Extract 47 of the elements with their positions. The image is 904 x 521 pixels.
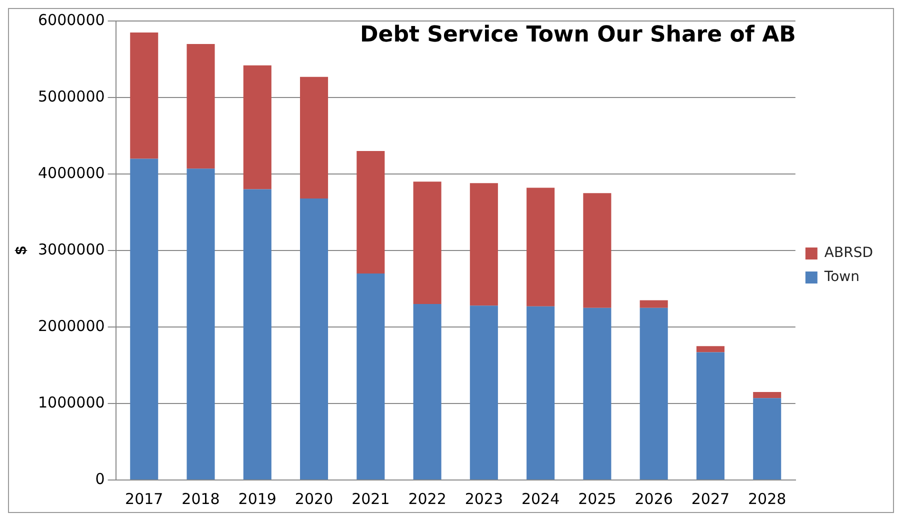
y-tick-label: 5000000 xyxy=(38,87,105,106)
x-tick-label: 2019 xyxy=(238,490,276,508)
x-tick-label: 2026 xyxy=(634,490,673,508)
x-tick-label: 2022 xyxy=(408,490,446,508)
bar xyxy=(753,392,782,398)
bar xyxy=(130,158,158,480)
x-tick-label: 2017 xyxy=(125,490,164,508)
bar xyxy=(696,352,724,480)
x-tick-label: 2025 xyxy=(578,490,616,508)
bar xyxy=(300,76,328,198)
bar xyxy=(640,300,668,308)
bar xyxy=(753,398,782,480)
bar xyxy=(470,183,498,306)
bar xyxy=(243,65,272,190)
bar xyxy=(356,273,385,480)
x-tick-label: 2020 xyxy=(294,490,334,508)
bar xyxy=(583,193,612,308)
bar xyxy=(300,198,328,480)
chart-title: Debt Service Town Our Share of AB xyxy=(360,22,796,48)
y-tick-label: 3000000 xyxy=(38,240,105,258)
bar xyxy=(356,151,385,274)
y-tick-label: 0 xyxy=(95,470,105,488)
y-tick-label: 1000000 xyxy=(38,393,105,412)
y-axis-title: $ xyxy=(13,246,30,255)
bar xyxy=(243,189,272,480)
bar xyxy=(130,32,158,159)
x-tick-label: 2028 xyxy=(748,490,786,508)
legend-label: Town xyxy=(823,269,860,286)
x-tick-label: 2021 xyxy=(352,490,390,508)
bar xyxy=(696,346,724,352)
bar xyxy=(526,306,555,480)
bar xyxy=(583,308,612,480)
y-tick-label: 4000000 xyxy=(38,164,105,182)
bar xyxy=(186,168,215,480)
bar xyxy=(413,182,442,304)
bar xyxy=(640,308,668,480)
x-tick-label: 2027 xyxy=(691,490,730,508)
x-tick-label: 2023 xyxy=(464,490,504,508)
legend-label: ABRSD xyxy=(824,245,873,262)
bar xyxy=(470,306,498,480)
bar xyxy=(186,44,215,169)
y-tick-label: 6000000 xyxy=(38,10,105,29)
y-tick-label: 2000000 xyxy=(38,316,105,335)
bar xyxy=(526,188,555,306)
x-tick-label: 2018 xyxy=(182,490,220,508)
bar xyxy=(413,304,442,480)
x-tick-label: 2024 xyxy=(521,490,560,508)
